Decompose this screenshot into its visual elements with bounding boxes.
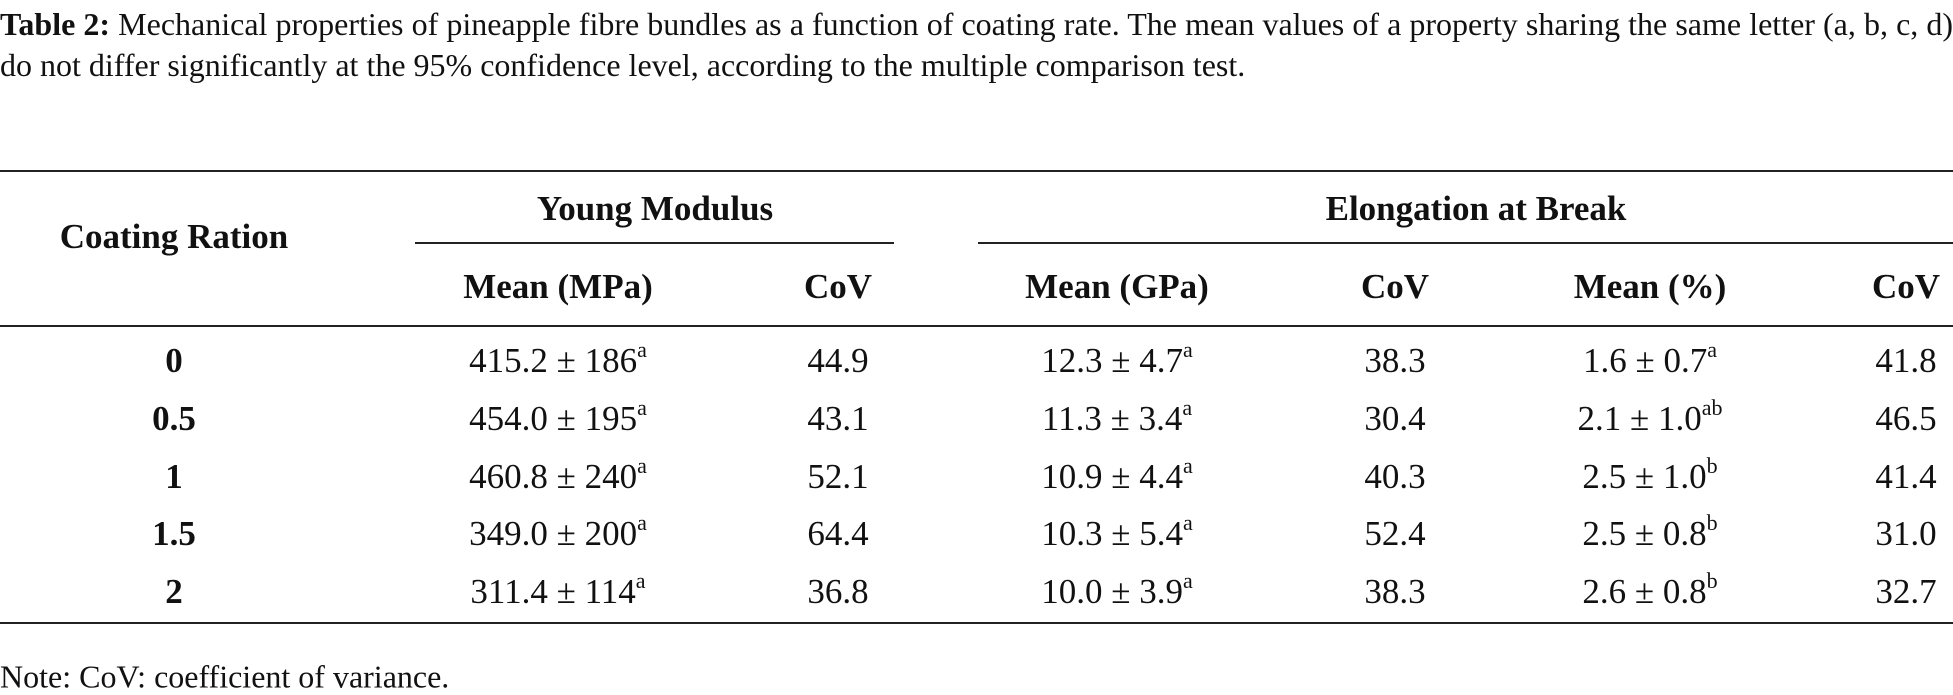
superscript: a	[1707, 337, 1717, 362]
column-header: Mean (GPa)	[1025, 267, 1209, 306]
cell: 40.3	[1364, 457, 1425, 496]
cell: 30.4	[1364, 399, 1425, 438]
cell-value: 1.6 ± 0.7	[1583, 341, 1707, 380]
column-header: Mean (%)	[1574, 267, 1727, 306]
cell: 10.0 ± 3.9a	[1041, 568, 1193, 611]
cell: 2.5 ± 1.0b	[1582, 453, 1717, 496]
group-header: Elongation at Break	[1326, 189, 1627, 228]
cell: 11.3 ± 3.4a	[1042, 395, 1192, 438]
cell: 460.8 ± 240a	[469, 453, 647, 496]
cell: 311.4 ± 114a	[470, 568, 645, 611]
cell: 31.0	[1875, 514, 1936, 553]
cell: 349.0 ± 200a	[469, 510, 647, 553]
cell-value: 2.5 ± 1.0	[1582, 457, 1706, 496]
superscript: a	[637, 453, 647, 478]
cell-value: 10.0 ± 3.9	[1041, 572, 1183, 611]
cell: 415.2 ± 186a	[469, 337, 647, 380]
row-label: 1	[165, 457, 183, 496]
cell-value: 2.6 ± 0.8	[1582, 572, 1706, 611]
cell-value: 2.5 ± 0.8	[1582, 514, 1706, 553]
group-header: Young Modulus	[537, 189, 773, 228]
superscript: a	[637, 395, 647, 420]
cell: 38.3	[1364, 572, 1425, 611]
cell: 10.9 ± 4.4a	[1041, 453, 1193, 496]
cell: 10.3 ± 5.4a	[1041, 510, 1193, 553]
cell: 1.6 ± 0.7a	[1583, 337, 1717, 380]
cell-value: 460.8 ± 240	[469, 457, 637, 496]
superscript: a	[1183, 337, 1193, 362]
superscript: a	[1183, 568, 1193, 593]
cell-value: 311.4 ± 114	[470, 572, 635, 611]
cell: 64.4	[807, 514, 868, 553]
superscript: a	[1183, 510, 1193, 535]
superscript: a	[1182, 395, 1192, 420]
cell: 12.3 ± 4.7a	[1041, 337, 1193, 380]
column-header: CoV	[1872, 267, 1940, 306]
superscript: b	[1707, 568, 1718, 593]
cell: 52.4	[1364, 514, 1425, 553]
cell-value: 349.0 ± 200	[469, 514, 637, 553]
cell: 46.5	[1875, 399, 1936, 438]
cell-value: 12.3 ± 4.7	[1041, 341, 1183, 380]
cell-value: 11.3 ± 3.4	[1042, 399, 1182, 438]
column-header: CoV	[1361, 267, 1429, 306]
cell: 44.9	[807, 341, 868, 380]
superscript: a	[637, 337, 647, 362]
cell: 2.1 ± 1.0ab	[1578, 395, 1723, 438]
superscript: a	[636, 568, 646, 593]
row-header: Coating Ration	[60, 217, 289, 256]
cell: 32.7	[1875, 572, 1936, 611]
cell: 41.4	[1875, 457, 1936, 496]
superscript: a	[1183, 453, 1193, 478]
row-label: 0.5	[152, 399, 196, 438]
superscript: b	[1707, 510, 1718, 535]
row-label: 0	[165, 341, 183, 380]
cell-value: 415.2 ± 186	[469, 341, 637, 380]
cell: 454.0 ± 195a	[469, 395, 647, 438]
cell: 36.8	[807, 572, 868, 611]
cell-value: 10.9 ± 4.4	[1041, 457, 1183, 496]
superscript: ab	[1702, 395, 1723, 420]
cell-value: 454.0 ± 195	[469, 399, 637, 438]
cell: 41.8	[1875, 341, 1936, 380]
row-label: 2	[165, 572, 183, 611]
cell-value: 2.1 ± 1.0	[1578, 399, 1702, 438]
superscript: b	[1707, 453, 1718, 478]
row-label: 1.5	[152, 514, 196, 553]
cell: 43.1	[807, 399, 868, 438]
cell: 2.5 ± 0.8b	[1582, 510, 1717, 553]
cell: 52.1	[807, 457, 868, 496]
cell: 2.6 ± 0.8b	[1582, 568, 1717, 611]
note: Note: CoV: coefficient of variance.	[0, 658, 449, 694]
cell: 38.3	[1364, 341, 1425, 380]
caption: Table 2: Mechanical properties of pineap…	[0, 4, 1953, 86]
caption-label: Table 2:	[0, 6, 111, 42]
superscript: a	[637, 510, 647, 535]
column-header: CoV	[804, 267, 872, 306]
caption-text: Mechanical properties of pineapple fibre…	[0, 6, 1953, 83]
column-header: Mean (MPa)	[463, 267, 653, 306]
cell-value: 10.3 ± 5.4	[1041, 514, 1183, 553]
